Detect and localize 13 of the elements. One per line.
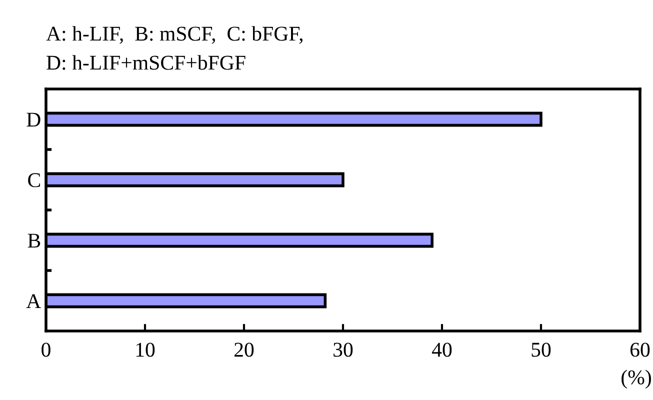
y-tick-label: A: [26, 294, 41, 308]
x-tick-label: 50: [532, 342, 551, 357]
x-tick-label: 40: [432, 342, 452, 357]
x-axis-title: (%): [622, 370, 651, 389]
chart-title: A: h-LIF, B: mSCF, C: bFGF, D: h-LIF+mSCF+bFGF: [46, 26, 302, 70]
x-tick-label: 10: [136, 342, 155, 357]
x-tick-label: 0: [42, 342, 50, 357]
y-tick-label: C: [28, 173, 40, 188]
y-tick-label: D: [26, 112, 40, 127]
x-tick-label: 20: [234, 342, 254, 357]
y-tick-label: B: [28, 234, 40, 248]
x-tick-label: 30: [334, 342, 353, 357]
x-tick-label: 60: [630, 342, 650, 357]
